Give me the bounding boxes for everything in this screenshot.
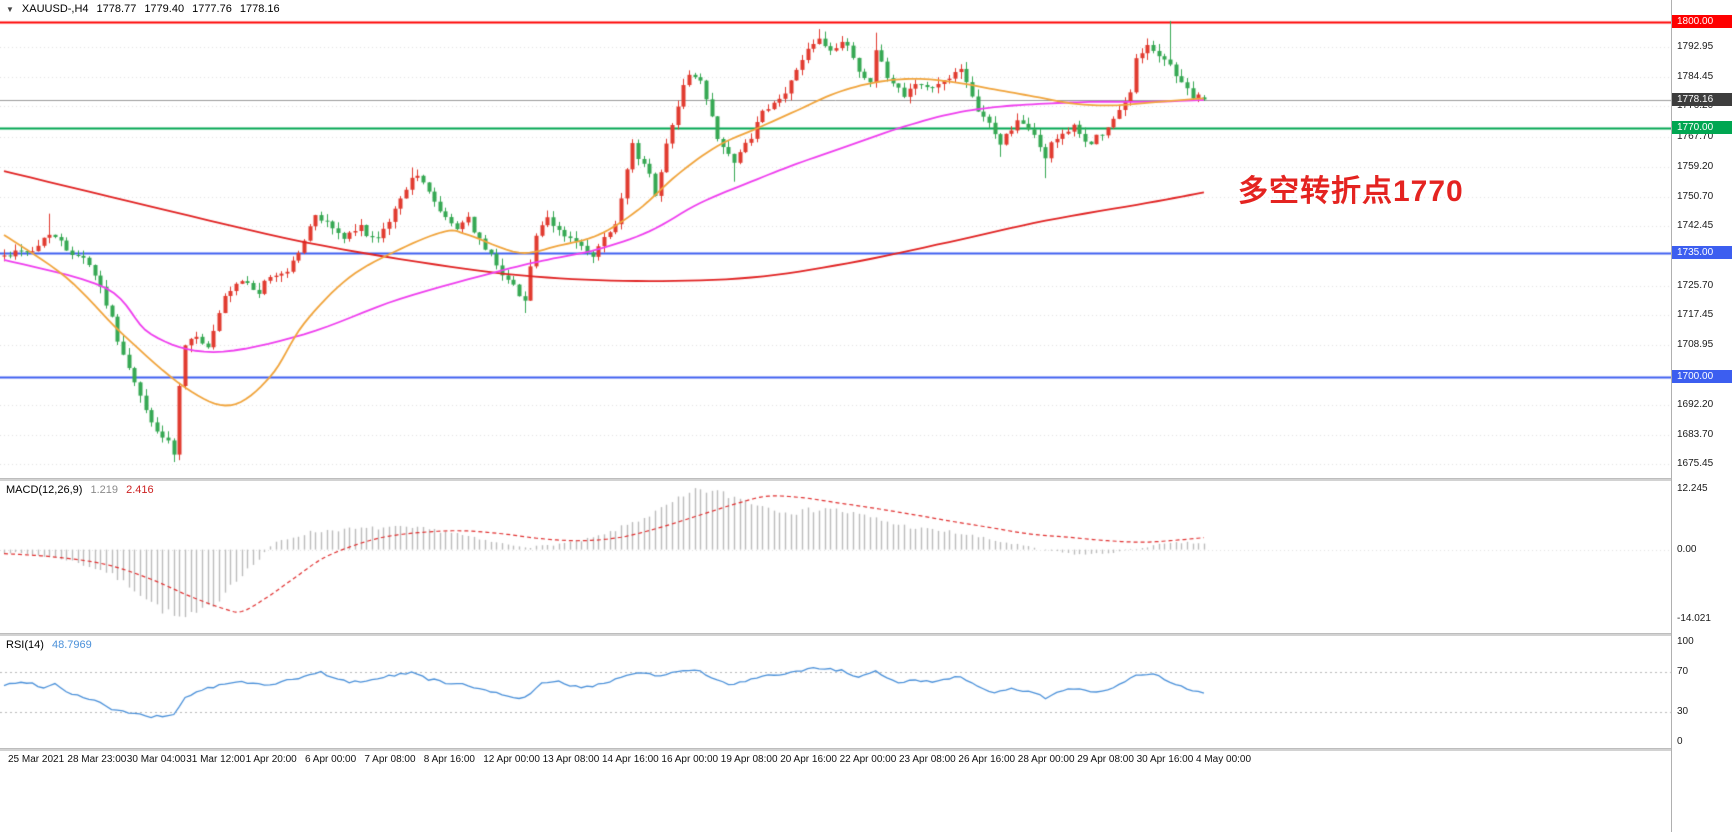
- time-axis-label: 6 Apr 00:00: [305, 754, 357, 765]
- rsi-axis-tick: 70: [1677, 666, 1689, 677]
- symbol-timeframe-label: XAUUSD-,H4: [21, 3, 89, 15]
- macd-indicator-label: MACD(12,26,9) 1.219 2.416: [6, 484, 154, 496]
- rsi-indicator-label: RSI(14) 48.7969: [6, 639, 92, 651]
- time-axis-label: 13 Apr 08:00: [542, 754, 600, 765]
- time-axis-label: 4 May 00:00: [1196, 754, 1252, 765]
- time-axis-label: 30 Mar 04:00: [126, 754, 186, 765]
- price-badge-1800-00: 1800.00: [1672, 15, 1732, 28]
- time-axis-label: 28 Apr 00:00: [1017, 754, 1075, 765]
- macd-panel-canvas[interactable]: [0, 481, 1671, 633]
- macd-axis-tick: 12.245: [1677, 483, 1708, 494]
- price-badge-1700-00: 1700.00: [1672, 369, 1732, 383]
- rsi-axis-tick: 100: [1677, 636, 1694, 647]
- price-axis-tick: 1708.95: [1677, 339, 1714, 351]
- price-axis-tick: 1725.70: [1677, 279, 1714, 291]
- price-axis-tick: 1742.45: [1677, 220, 1714, 232]
- time-axis-label: 31 Mar 12:00: [186, 754, 246, 765]
- ohlc-high-value: 1779.40: [144, 3, 185, 15]
- macd-main-value: 1.219: [90, 484, 119, 496]
- time-axis[interactable]: 25 Mar 2021 28 Mar 23:00 30 Mar 04:00 31 Ma…: [0, 752, 1671, 770]
- panel-separator-macd[interactable]: [0, 478, 1671, 481]
- price-axis-tick: 1784.45: [1677, 71, 1714, 83]
- price-axis-tick: 1776.20: [1677, 100, 1714, 112]
- price-axis-tick: 1717.45: [1677, 308, 1714, 320]
- chart-info-bar: ▼ XAUUSD-,H4 1778.77 1779.40 1777.76 177…: [6, 3, 280, 15]
- price-axis-tick: 1759.20: [1677, 160, 1714, 172]
- price-axis-tick: 1675.45: [1677, 458, 1714, 469]
- macd-name: MACD(12,26,9): [6, 484, 83, 496]
- price-chart-canvas[interactable]: [0, 0, 1671, 478]
- rsi-panel-canvas[interactable]: [0, 636, 1671, 748]
- time-axis-label: 25 Mar 2021: [8, 754, 65, 765]
- time-axis-label: 28 Mar 23:00: [67, 754, 127, 765]
- rsi-axis-tick: 0: [1677, 736, 1683, 747]
- rsi-value: 48.7969: [51, 639, 92, 651]
- ohlc-low-value: 1777.76: [192, 3, 232, 15]
- price-badge-1735-00: 1735.00: [1672, 245, 1732, 259]
- price-axis-tick: 1692.20: [1677, 398, 1714, 410]
- symbol-dropdown-icon[interactable]: ▼: [6, 4, 14, 14]
- ohlc-open-value: 1778.77: [96, 3, 137, 15]
- price-badge-1770-00: 1770.00: [1672, 121, 1732, 135]
- time-axis-label: 30 Apr 16:00: [1136, 754, 1194, 765]
- price-axis-tick: 1750.70: [1677, 190, 1714, 202]
- price-axis[interactable]: 1792.95 1784.45 1776.20 1767.70 1759.20 1750.…: [1671, 0, 1732, 832]
- time-axis-label: 8 Apr 16:00: [423, 754, 475, 765]
- price-axis-tick: 1792.95: [1677, 41, 1714, 53]
- chart-annotation[interactable]: 多空转折点1770: [1238, 175, 1464, 208]
- time-axis-label: 7 Apr 08:00: [364, 754, 416, 765]
- time-axis-label: 23 Apr 08:00: [899, 754, 956, 765]
- time-axis-label: 16 Apr 00:00: [661, 754, 719, 765]
- time-axis-label: 12 Apr 00:00: [483, 754, 540, 765]
- price-badge-1778-16: 1778.16: [1672, 92, 1732, 106]
- rsi-axis-tick: 30: [1677, 706, 1689, 717]
- time-axis-label: 22 Apr 00:00: [839, 754, 897, 765]
- macd-axis-tick: -14.021: [1677, 613, 1711, 624]
- price-axis-tick: 1767.70: [1677, 130, 1714, 142]
- time-axis-label: 26 Apr 16:00: [958, 754, 1016, 765]
- ohlc-close-value: 1778.16: [239, 3, 280, 15]
- macd-axis-tick: 0.00: [1677, 543, 1697, 555]
- time-axis-label: 29 Apr 08:00: [1077, 754, 1134, 765]
- time-axis-separator: [0, 748, 1671, 751]
- time-axis-label: 1 Apr 20:00: [245, 754, 297, 765]
- rsi-name: RSI(14): [6, 639, 44, 651]
- panel-separator-rsi[interactable]: [0, 633, 1671, 636]
- time-axis-label: 20 Apr 16:00: [780, 754, 837, 765]
- time-axis-label: 14 Apr 16:00: [602, 754, 659, 765]
- macd-signal-value: 2.416: [126, 484, 154, 496]
- price-axis-tick: 1683.70: [1677, 428, 1714, 440]
- time-axis-label: 19 Apr 08:00: [720, 754, 778, 765]
